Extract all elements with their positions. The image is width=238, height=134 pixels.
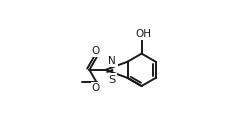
Text: OH: OH	[136, 29, 152, 39]
Text: O: O	[91, 46, 100, 56]
Text: N: N	[109, 56, 116, 66]
Text: O: O	[92, 83, 100, 93]
Text: S: S	[108, 75, 115, 85]
